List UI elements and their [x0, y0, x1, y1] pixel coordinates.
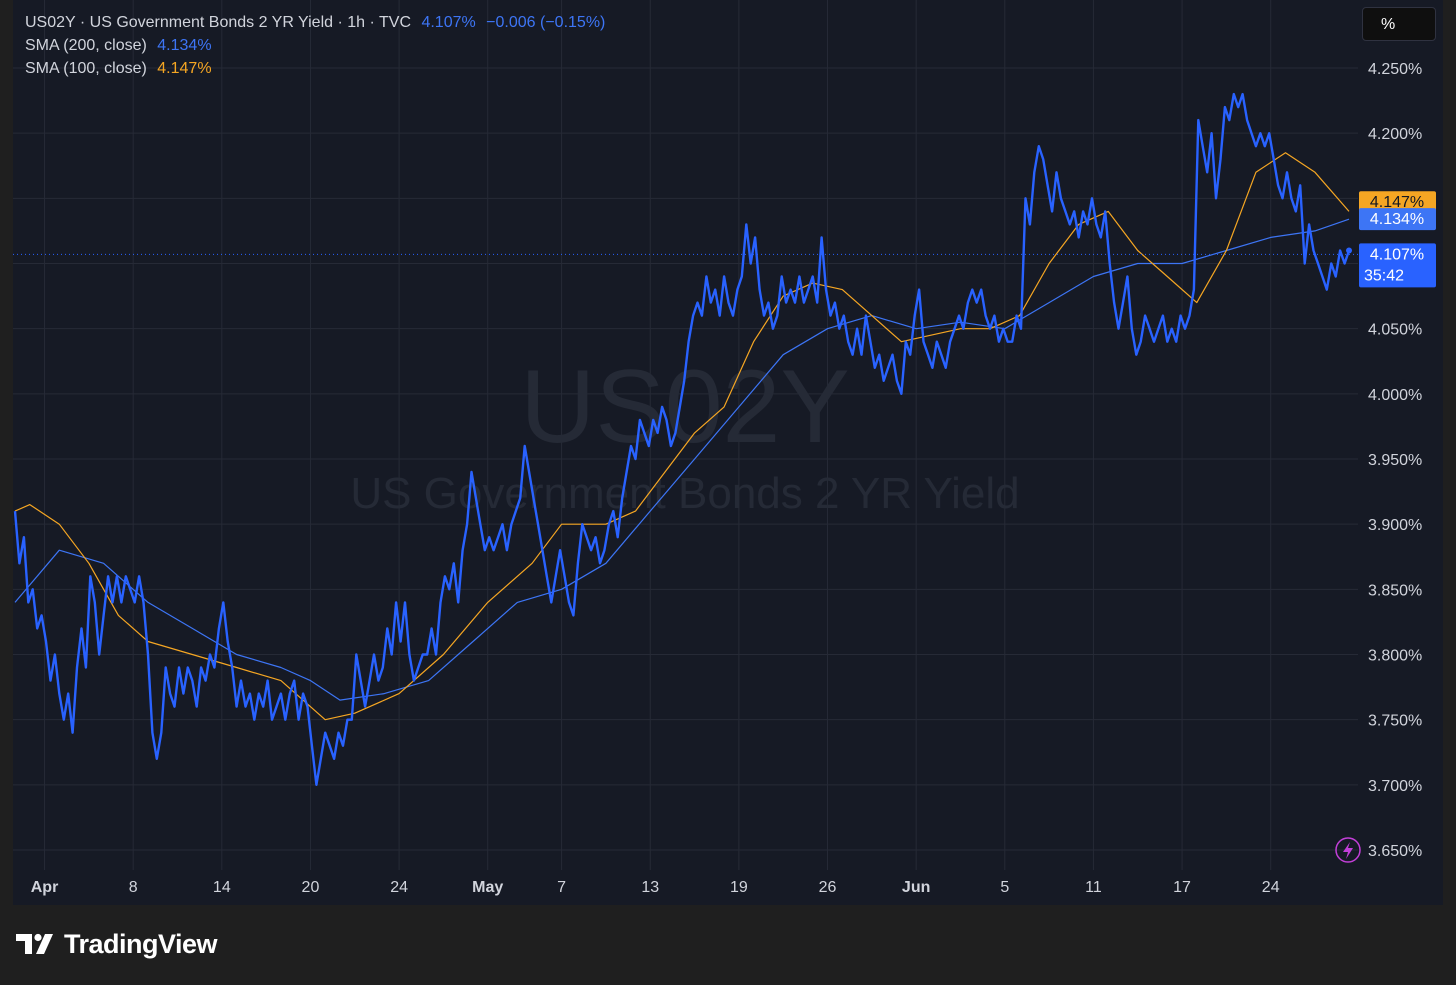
tradingview-logo: TradingView	[16, 926, 218, 962]
tag-last-label: 4.107%	[1370, 246, 1424, 263]
chart-grid	[13, 0, 1358, 870]
x-tick-label: 11	[1085, 879, 1102, 896]
y-tick-label: 3.650%	[1368, 843, 1422, 860]
legend-title: US Government Bonds 2 YR Yield	[89, 14, 334, 31]
x-tick-label: 24	[1262, 879, 1280, 896]
legend-sma100-value: 4.147%	[157, 60, 212, 77]
x-tick-label: 17	[1173, 879, 1191, 896]
legend-last-price: 4.107%	[421, 14, 476, 31]
legend-change: −0.006 (−0.15%)	[486, 14, 606, 31]
series-line-sma100	[14, 152, 1350, 721]
x-tick-label: 8	[129, 879, 138, 896]
last-point-marker	[1346, 247, 1352, 254]
axes: 4.250% 4.200% 4.050% 4.000% 3.950% 3.900% 3.85…	[31, 61, 1423, 896]
series-line-price	[13, 92, 1351, 786]
legend-sma200-value: 4.134%	[157, 37, 212, 54]
chart-watermark: US02Y US Government Bonds 2 YR Yield	[350, 349, 1019, 518]
y-tick-label: 3.850%	[1368, 582, 1422, 599]
x-tick-label: Jun	[902, 879, 930, 896]
x-tick-label: 13	[641, 879, 659, 896]
tradingview-icon	[16, 933, 53, 954]
legend-symbol[interactable]: US02Y	[25, 14, 76, 31]
chart-panel[interactable]: US02Y US Government Bonds 2 YR Yield 4.2…	[13, 0, 1443, 905]
lightning-icon[interactable]	[1335, 837, 1361, 863]
legend-sma100-label: SMA (100, close)	[25, 60, 147, 77]
legend-sma200[interactable]: SMA (200, close) 4.134%	[25, 37, 212, 55]
x-tick-label: 20	[302, 879, 320, 896]
x-tick-label: 5	[1000, 879, 1009, 896]
x-tick-label: 7	[557, 879, 566, 896]
tag-sma100-bg	[1359, 191, 1436, 214]
y-tick-label: 3.800%	[1368, 648, 1422, 665]
tag-sma200-bg	[1359, 208, 1436, 231]
y-tick-label: 3.950%	[1368, 452, 1422, 469]
y-tick-label: 4.250%	[1368, 61, 1422, 78]
percent-scale-button[interactable]: %	[1362, 7, 1436, 41]
y-tick-label: 3.700%	[1368, 778, 1422, 795]
y-tick-label: 4.000%	[1368, 387, 1422, 404]
tag-last-bg	[1359, 243, 1436, 288]
x-tick-label: 26	[819, 879, 837, 896]
y-tick-label: 3.750%	[1368, 713, 1422, 730]
series-line-sma200	[14, 218, 1350, 701]
legend-sma200-label: SMA (200, close)	[25, 37, 147, 54]
legend-sma100[interactable]: SMA (100, close) 4.147%	[25, 60, 212, 78]
legend-source: TVC	[379, 14, 411, 31]
legend-main: US02Y · US Government Bonds 2 YR Yield ·…	[25, 14, 606, 31]
y-tick-label: 3.900%	[1368, 517, 1422, 534]
x-tick-label: 24	[390, 879, 408, 896]
lightning-icon-ring	[1335, 837, 1361, 863]
price-tags: 4.147%4.134% 4.107% 35:42	[1335, 191, 1436, 863]
price-chart[interactable]: US02Y US Government Bonds 2 YR Yield 4.2…	[13, 0, 1443, 905]
legend-interval: 1h	[347, 14, 366, 31]
series-lines	[13, 92, 1358, 786]
tag-sma200-label: 4.134%	[1370, 211, 1424, 228]
x-tick-label: 19	[730, 879, 748, 896]
lightning-icon-bolt	[1343, 842, 1353, 859]
x-tick-label: Apr	[31, 879, 59, 896]
y-tick-label: 4.200%	[1368, 126, 1422, 143]
x-tick-label: May	[472, 879, 503, 896]
x-tick-label: 14	[213, 879, 231, 896]
tag-sma100-label: 4.147%	[1370, 194, 1424, 211]
countdown-label: 35:42	[1364, 267, 1404, 284]
watermark-title: US Government Bonds 2 YR Yield	[350, 469, 1019, 518]
y-tick-label: 4.050%	[1368, 322, 1422, 339]
tradingview-wordmark: TradingView	[64, 928, 218, 959]
